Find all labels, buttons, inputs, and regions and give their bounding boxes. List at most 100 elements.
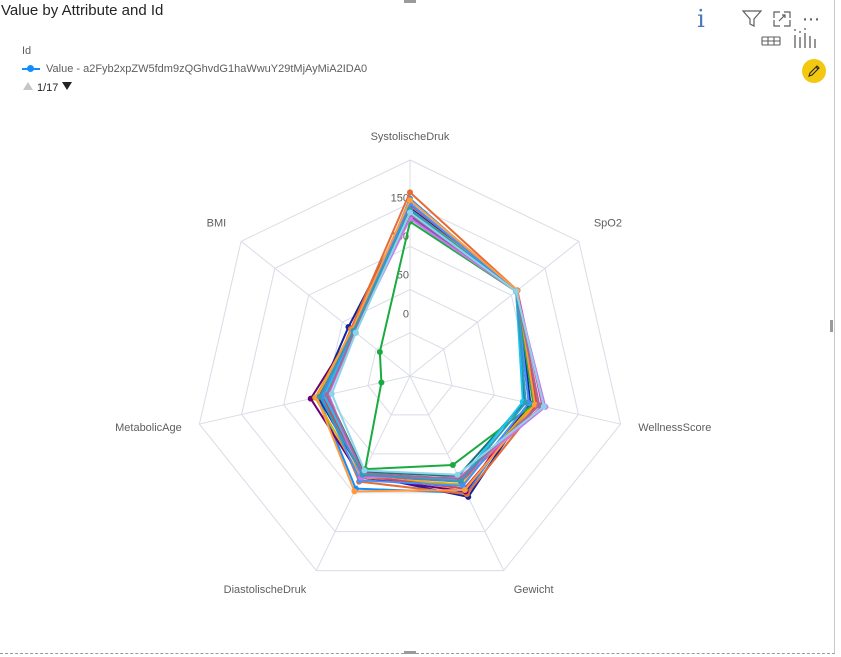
grid-spoke — [315, 375, 411, 571]
data-point — [521, 399, 528, 406]
data-point — [360, 468, 367, 475]
chart-icon[interactable] — [792, 27, 818, 49]
data-point — [319, 392, 326, 399]
data-point — [513, 288, 520, 295]
legend-item-label: Value - a2Fyb2xpZW5fdm9zQGhvdG1haWwuY29t… — [46, 63, 368, 75]
data-point — [459, 482, 466, 489]
data-point — [359, 471, 366, 478]
data-point — [407, 206, 413, 213]
radar-series — [322, 214, 546, 485]
data-point — [319, 392, 326, 399]
data-point — [513, 288, 520, 295]
data-point — [318, 393, 325, 400]
data-point — [407, 211, 413, 217]
data-point — [378, 379, 385, 386]
series-line — [326, 209, 526, 478]
grid-spoke — [240, 240, 411, 377]
data-point — [530, 401, 537, 408]
data-point — [358, 474, 365, 481]
axis-label: SystolischeDruk — [371, 131, 450, 143]
data-point — [513, 288, 520, 295]
data-point — [349, 326, 356, 333]
data-point — [514, 287, 521, 294]
legend-marker-icon — [22, 64, 40, 74]
grid-ring — [367, 332, 453, 416]
data-point — [407, 214, 413, 221]
data-point — [525, 400, 532, 407]
data-point — [356, 477, 363, 484]
legend-prev-page-icon[interactable] — [22, 81, 34, 94]
data-point — [358, 473, 365, 480]
resize-handle-right[interactable] — [830, 320, 833, 332]
data-point — [463, 489, 470, 496]
axis-label: MetabolicAge — [115, 422, 182, 434]
series-line — [326, 213, 541, 480]
grid-ring — [283, 245, 537, 494]
data-point — [514, 287, 521, 294]
data-point — [514, 287, 521, 294]
data-point — [465, 493, 472, 500]
data-point — [463, 491, 470, 498]
resize-handle-bottom[interactable] — [404, 651, 416, 654]
data-point — [312, 394, 319, 401]
radar-axis-labels: SystolischeDruk SpO2 WellnessScore Gewicht D… — [115, 131, 711, 596]
legend-next-page-icon[interactable] — [61, 81, 73, 94]
legend-pager: 1/17 — [22, 81, 367, 94]
series-line — [321, 203, 538, 490]
data-point — [407, 215, 413, 222]
data-point — [407, 197, 413, 204]
data-point — [351, 328, 358, 335]
data-point — [328, 390, 335, 397]
data-point — [359, 471, 366, 478]
data-point — [350, 327, 357, 334]
resize-handle-top[interactable] — [404, 0, 416, 3]
data-point — [352, 329, 359, 336]
data-point — [527, 400, 534, 407]
data-point — [454, 471, 461, 478]
data-point — [459, 481, 466, 488]
focus-mode-icon[interactable] — [772, 10, 792, 28]
data-point — [461, 486, 468, 493]
info-icon[interactable]: i — [697, 5, 705, 33]
table-icon[interactable] — [760, 27, 782, 49]
edit-icon[interactable] — [802, 59, 826, 83]
radar-tick-labels: 0 50 100 150 — [391, 193, 409, 321]
radar-series — [319, 189, 541, 498]
data-point — [349, 326, 356, 333]
data-point — [533, 401, 540, 408]
data-point — [539, 403, 546, 410]
data-point — [324, 391, 331, 398]
data-point — [456, 475, 463, 482]
data-point — [351, 328, 358, 335]
axis-label: BMI — [207, 218, 227, 230]
data-point — [321, 392, 328, 399]
radar-series-group — [307, 189, 549, 500]
tick-label: 150 — [391, 193, 409, 205]
data-point — [350, 327, 357, 334]
legend-item[interactable]: Value - a2Fyb2xpZW5fdm9zQGhvdG1haWwuY29t… — [22, 63, 367, 75]
data-point — [457, 478, 464, 485]
radar-series — [362, 218, 537, 473]
data-point — [449, 461, 456, 468]
data-point — [347, 325, 354, 332]
data-point — [350, 327, 357, 334]
data-point — [513, 288, 520, 295]
data-point — [351, 488, 358, 495]
data-point — [522, 399, 529, 406]
series-line — [317, 206, 532, 498]
radar-series — [312, 206, 537, 488]
data-point — [457, 478, 464, 485]
data-point — [457, 477, 464, 484]
data-point — [534, 402, 541, 409]
grid-spoke — [409, 375, 505, 571]
grid-ring — [198, 159, 622, 572]
radar-series — [307, 211, 532, 495]
more-options-icon[interactable]: ⋯ — [802, 8, 820, 29]
radar-series — [325, 215, 549, 481]
data-point — [352, 485, 359, 492]
data-point — [362, 466, 369, 473]
filter-icon[interactable] — [742, 10, 762, 28]
data-point — [315, 393, 322, 400]
